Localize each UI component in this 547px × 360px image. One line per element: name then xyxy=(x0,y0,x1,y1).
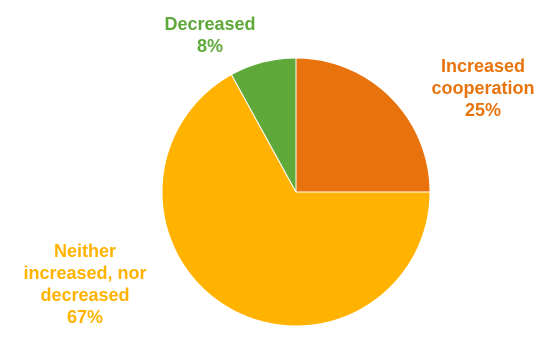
slice-label-line: cooperation xyxy=(431,78,535,98)
slice-label-line: Decreased xyxy=(164,14,256,34)
slice-label-decreased: Decreased 8% xyxy=(140,13,280,57)
slice-label-line: decreased xyxy=(40,285,130,305)
slice-label-line: Neither xyxy=(53,241,116,261)
slice-value-label: 25% xyxy=(464,100,502,120)
slice-label-increased-cooperation: Increased cooperation 25% xyxy=(418,55,547,121)
slice-label-line: Increased xyxy=(440,56,526,76)
pie-slice-neither xyxy=(161,73,431,327)
slice-value-label: 8% xyxy=(196,36,223,56)
pie-slice-decreased xyxy=(230,57,297,193)
slice-label-line: increased, nor xyxy=(23,263,147,283)
slice-label-neither: Neither increased, nor decreased 67% xyxy=(0,240,170,328)
pie-slice-increased-cooperation xyxy=(295,57,431,193)
slice-value-label: 67% xyxy=(66,307,104,327)
